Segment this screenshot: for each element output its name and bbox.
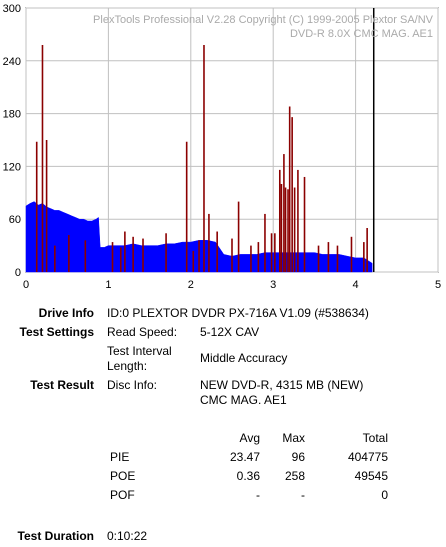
pie-total: 404775 [347, 450, 388, 464]
poe-max: 258 [284, 469, 305, 483]
test-duration-label: Test Duration [17, 529, 94, 543]
y-tick-label: 120 [3, 161, 21, 173]
y-axis-ticks: 300 240 180 120 60 0 [3, 3, 21, 279]
interval-label-line-1: Test Interval [107, 344, 172, 358]
x-axis-ticks: 0 1 2 3 4 5 [23, 279, 441, 290]
test-duration-value: 0:10:22 [107, 529, 148, 543]
pie-poe-chart: 300 240 180 120 60 0 0 1 2 3 4 5 PlexTools Profess… [3, 3, 441, 290]
y-tick-label: 240 [3, 56, 21, 68]
interval-value: Middle Accuracy [200, 351, 288, 365]
col-header-avg: Avg [239, 431, 260, 445]
interval-label-line-2: Length: [107, 359, 148, 373]
disc-info-line-2: CMC MAG. AE1 [200, 393, 287, 407]
pof-max: - [301, 488, 305, 502]
disc-info-label: Disc Info: [107, 378, 158, 392]
x-tick-label: 1 [105, 279, 111, 290]
pie-max: 96 [291, 450, 305, 464]
test-settings-label: Test Settings [19, 325, 94, 339]
x-tick-label: 5 [435, 279, 441, 290]
col-header-total: Total [362, 431, 388, 445]
read-speed-value: 5-12X CAV [200, 325, 260, 339]
col-header-max: Max [282, 431, 305, 445]
x-tick-label: 2 [188, 279, 194, 290]
y-tick-label: 0 [15, 267, 21, 279]
y-tick-label: 180 [3, 109, 21, 121]
pof-total: 0 [381, 488, 388, 502]
read-speed-label: Read Speed: [107, 325, 178, 339]
y-tick-label: 60 [9, 214, 21, 226]
y-tick-label: 300 [3, 3, 21, 15]
poe-total: 49545 [354, 469, 388, 483]
x-tick-label: 3 [270, 279, 276, 290]
row-label-pof: POF [110, 488, 135, 502]
drive-info-value: ID:0 PLEXTOR DVDR PX-716A V1.09 (#538634… [107, 306, 369, 320]
test-result-label: Test Result [30, 378, 94, 392]
drive-info-label: Drive Info [38, 306, 94, 320]
pie-avg: 23.47 [229, 450, 260, 464]
pof-avg: - [256, 488, 260, 502]
row-label-poe: POE [110, 469, 136, 483]
row-label-pie: PIE [110, 450, 130, 464]
poe-series [35, 44, 368, 272]
x-tick-label: 4 [353, 279, 359, 290]
chart-title-line-2: DVD-R 8.0X CMC MAG. AE1 [290, 28, 433, 40]
x-tick-label: 0 [23, 279, 29, 290]
poe-avg: 0.36 [236, 469, 260, 483]
disc-info-line-1: NEW DVD-R, 4315 MB (NEW) [200, 378, 364, 392]
chart-title-line-1: PlexTools Professional V2.28 Copyright (… [93, 14, 434, 26]
